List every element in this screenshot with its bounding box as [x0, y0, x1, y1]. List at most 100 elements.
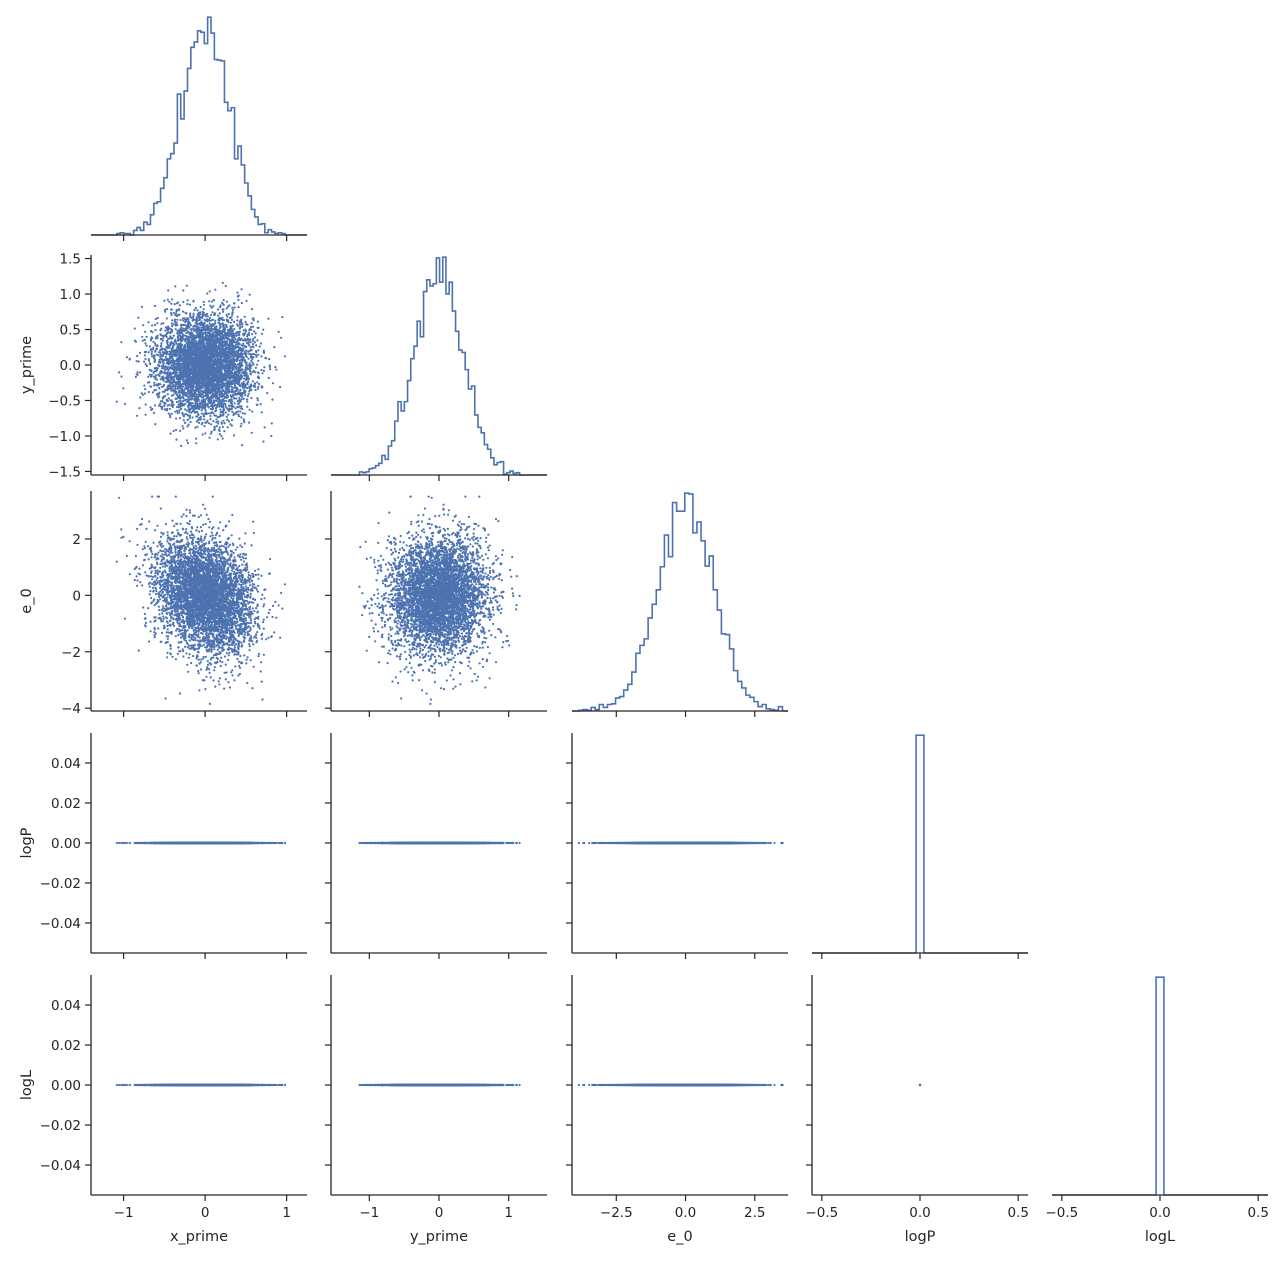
scatter-point — [189, 409, 191, 411]
scatter-point — [149, 345, 151, 347]
scatter-point — [203, 343, 205, 345]
scatter-point — [172, 347, 174, 349]
scatter-point — [194, 427, 196, 429]
histogram-x_prime — [91, 17, 307, 235]
scatter-point — [220, 318, 222, 320]
scatter-point — [200, 387, 202, 389]
scatter-point — [157, 317, 159, 319]
scatter-point — [214, 428, 216, 430]
scatter-point — [201, 403, 203, 405]
scatter-point — [209, 401, 211, 403]
scatter-point — [150, 406, 152, 408]
scatter-point — [171, 364, 173, 366]
scatter-point — [201, 423, 203, 425]
scatter-point — [166, 351, 168, 353]
scatter-point — [151, 353, 153, 355]
scatter-point — [233, 348, 235, 350]
scatter-point — [178, 411, 180, 413]
scatter-point — [182, 425, 184, 427]
scatter-point — [244, 394, 246, 396]
scatter-point — [260, 355, 262, 357]
scatter-point — [233, 302, 235, 304]
scatter-point — [202, 323, 204, 325]
scatter-point — [259, 345, 261, 347]
scatter-point — [242, 347, 244, 349]
scatter-point — [250, 360, 252, 362]
scatter-point — [176, 367, 178, 369]
scatter-point — [254, 341, 256, 343]
scatter-point — [257, 321, 259, 323]
scatter-point — [182, 289, 184, 291]
scatter-point — [165, 359, 167, 361]
scatter-point — [258, 383, 260, 385]
scatter-point — [178, 409, 180, 411]
scatter-point — [225, 400, 227, 402]
scatter-point — [150, 339, 152, 341]
scatter-point — [146, 365, 148, 367]
scatter-point — [160, 323, 162, 325]
scatter-point — [262, 329, 264, 331]
scatter-point — [211, 431, 213, 433]
scatter-point — [158, 361, 160, 363]
scatter-point — [235, 407, 237, 409]
scatter-point — [244, 360, 246, 362]
scatter-point — [145, 403, 147, 405]
scatter-point — [240, 319, 242, 321]
scatter-point — [241, 398, 243, 400]
scatter-point — [180, 383, 182, 385]
scatter-point — [237, 343, 239, 345]
scatter-point — [141, 336, 143, 338]
scatter-point — [142, 340, 144, 342]
scatter-point — [248, 332, 250, 334]
scatter-points-y_prime-vs-x_prime — [116, 282, 286, 447]
scatter-point — [179, 417, 181, 419]
scatter-point — [238, 348, 240, 350]
scatter-point — [241, 302, 243, 304]
scatter-point — [243, 345, 245, 347]
scatter-point — [252, 326, 254, 328]
scatter-point — [171, 413, 173, 415]
scatter-point — [182, 301, 184, 303]
subplot-y_prime-vs-x_prime: −1.5−1.0−0.50.00.51.01.5y_prime — [19, 252, 307, 481]
scatter-point — [248, 344, 250, 346]
scatter-point — [219, 305, 221, 307]
scatter-point — [223, 304, 225, 306]
scatter-point — [137, 371, 139, 373]
scatter-point — [251, 308, 253, 310]
scatter-point — [165, 352, 167, 354]
scatter-point — [228, 420, 230, 422]
scatter-point — [249, 294, 251, 296]
scatter-point — [232, 414, 234, 416]
scatter-point — [239, 324, 241, 326]
scatter-point — [219, 433, 221, 435]
scatter-point — [233, 328, 235, 330]
scatter-point — [223, 430, 225, 432]
scatter-point — [176, 332, 178, 334]
scatter-point — [237, 295, 239, 297]
scatter-point — [153, 372, 155, 374]
scatter-point — [156, 348, 158, 350]
scatter-point — [215, 397, 217, 399]
scatter-point — [179, 304, 181, 306]
scatter-point — [155, 337, 157, 339]
scatter-point — [231, 388, 233, 390]
scatter-point — [118, 371, 120, 373]
scatter-point — [175, 392, 177, 394]
scatter-point — [182, 397, 184, 399]
subplot-x_prime-vs-x_prime — [91, 17, 307, 241]
scatter-point — [222, 282, 224, 284]
scatter-point — [178, 308, 180, 310]
scatter-point — [247, 351, 249, 353]
scatter-point — [239, 326, 241, 328]
scatter-point — [251, 333, 253, 335]
scatter-point — [254, 371, 256, 373]
scatter-point — [177, 381, 179, 383]
scatter-point — [215, 400, 217, 402]
scatter-point — [187, 419, 189, 421]
scatter-point — [189, 314, 191, 316]
scatter-point — [252, 343, 254, 345]
scatter-point — [225, 405, 227, 407]
scatter-point — [245, 386, 247, 388]
scatter-point — [213, 405, 215, 407]
scatter-point — [230, 322, 232, 324]
